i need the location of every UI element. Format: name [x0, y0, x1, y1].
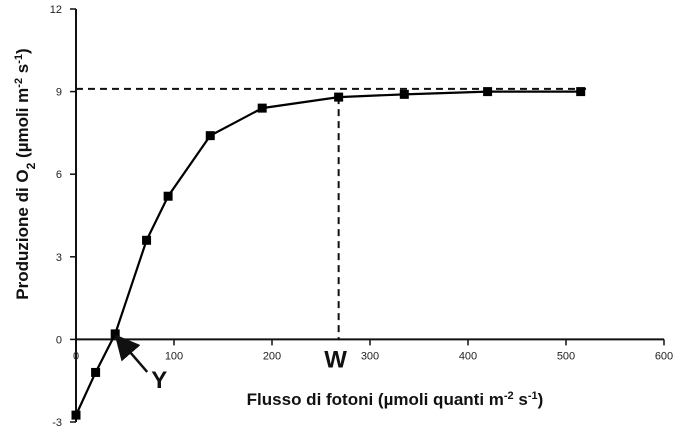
y-tick-label: -3 — [52, 417, 62, 429]
data-point — [257, 103, 267, 113]
data-point — [483, 87, 493, 97]
x-tick-label: 600 — [655, 350, 673, 362]
reference-lines — [76, 87, 586, 340]
annotation-layer: YW — [114, 334, 347, 394]
x-axis-title: Flusso di fotoni (µmoli quanti m-2 s-1) — [247, 390, 544, 409]
x-tick-label: 400 — [459, 350, 477, 362]
data-point — [110, 329, 120, 339]
data-point — [399, 89, 409, 99]
data-point — [142, 235, 152, 245]
w-annotation-label: W — [324, 346, 347, 373]
y-tick-label: 0 — [56, 334, 62, 346]
x-tick-label: 500 — [557, 350, 575, 362]
data-point — [71, 410, 81, 420]
x-tick-label: 300 — [361, 350, 379, 362]
x-tick-label: 100 — [165, 350, 183, 362]
series-layer — [71, 87, 586, 420]
data-point — [205, 131, 215, 141]
data-point — [91, 367, 101, 377]
data-point — [576, 87, 586, 97]
y-tick-label: 12 — [50, 4, 62, 16]
data-point — [334, 92, 344, 102]
y-annotation-arrow — [114, 334, 149, 373]
x-tick-label: 0 — [73, 350, 79, 362]
data-point — [163, 191, 173, 201]
y-tick-label: 3 — [56, 252, 62, 264]
axes: -3 0 3 6 9 12 0 100 200 300 400 500 600 — [50, 4, 673, 429]
y-tick-label: 6 — [56, 169, 62, 181]
y-annotation-label: Y — [151, 367, 167, 394]
y-axis-title: Produzione di O2 (µmoli m-2 s-1) — [13, 48, 38, 299]
x-tick-label: 200 — [263, 350, 281, 362]
y-tick-label: 9 — [56, 87, 62, 99]
